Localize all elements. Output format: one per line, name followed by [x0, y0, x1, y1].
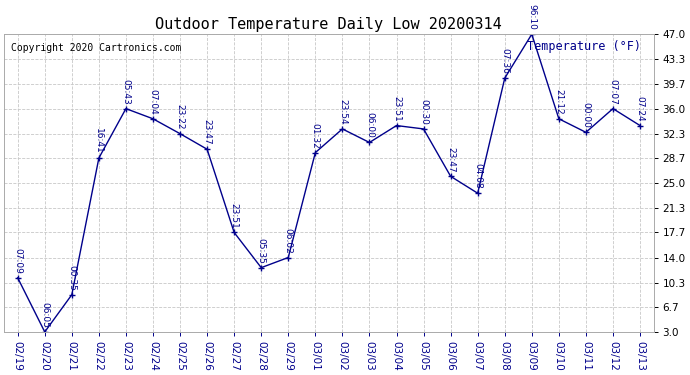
- Text: 00:35: 00:35: [68, 265, 77, 291]
- Text: 21:12: 21:12: [554, 89, 563, 115]
- Text: Temperature (°F): Temperature (°F): [526, 40, 640, 53]
- Text: 06:05: 06:05: [40, 302, 49, 328]
- Text: 23:22: 23:22: [175, 104, 184, 129]
- Text: 23:47: 23:47: [203, 120, 212, 145]
- Text: 04:08: 04:08: [473, 163, 482, 189]
- Text: 00:30: 00:30: [419, 99, 428, 125]
- Text: 96:10: 96:10: [527, 4, 536, 30]
- Text: 00:00: 00:00: [582, 102, 591, 128]
- Text: 06:00: 06:00: [365, 112, 374, 138]
- Text: 06:02: 06:02: [284, 228, 293, 254]
- Text: 23:47: 23:47: [446, 147, 455, 172]
- Text: 23:51: 23:51: [230, 202, 239, 228]
- Text: Copyright 2020 Cartronics.com: Copyright 2020 Cartronics.com: [10, 43, 181, 53]
- Text: 05:35: 05:35: [257, 238, 266, 264]
- Text: 07:24: 07:24: [635, 96, 644, 122]
- Text: 16:41: 16:41: [95, 128, 103, 154]
- Text: 07:04: 07:04: [148, 89, 157, 115]
- Text: 23:51: 23:51: [392, 96, 401, 122]
- Text: 07:36: 07:36: [500, 48, 509, 74]
- Text: 05:43: 05:43: [121, 79, 130, 105]
- Text: 01:32: 01:32: [310, 123, 320, 148]
- Text: 07:07: 07:07: [609, 79, 618, 105]
- Title: Outdoor Temperature Daily Low 20200314: Outdoor Temperature Daily Low 20200314: [155, 16, 502, 32]
- Text: 23:54: 23:54: [338, 99, 347, 125]
- Text: 07:09: 07:09: [13, 248, 22, 274]
